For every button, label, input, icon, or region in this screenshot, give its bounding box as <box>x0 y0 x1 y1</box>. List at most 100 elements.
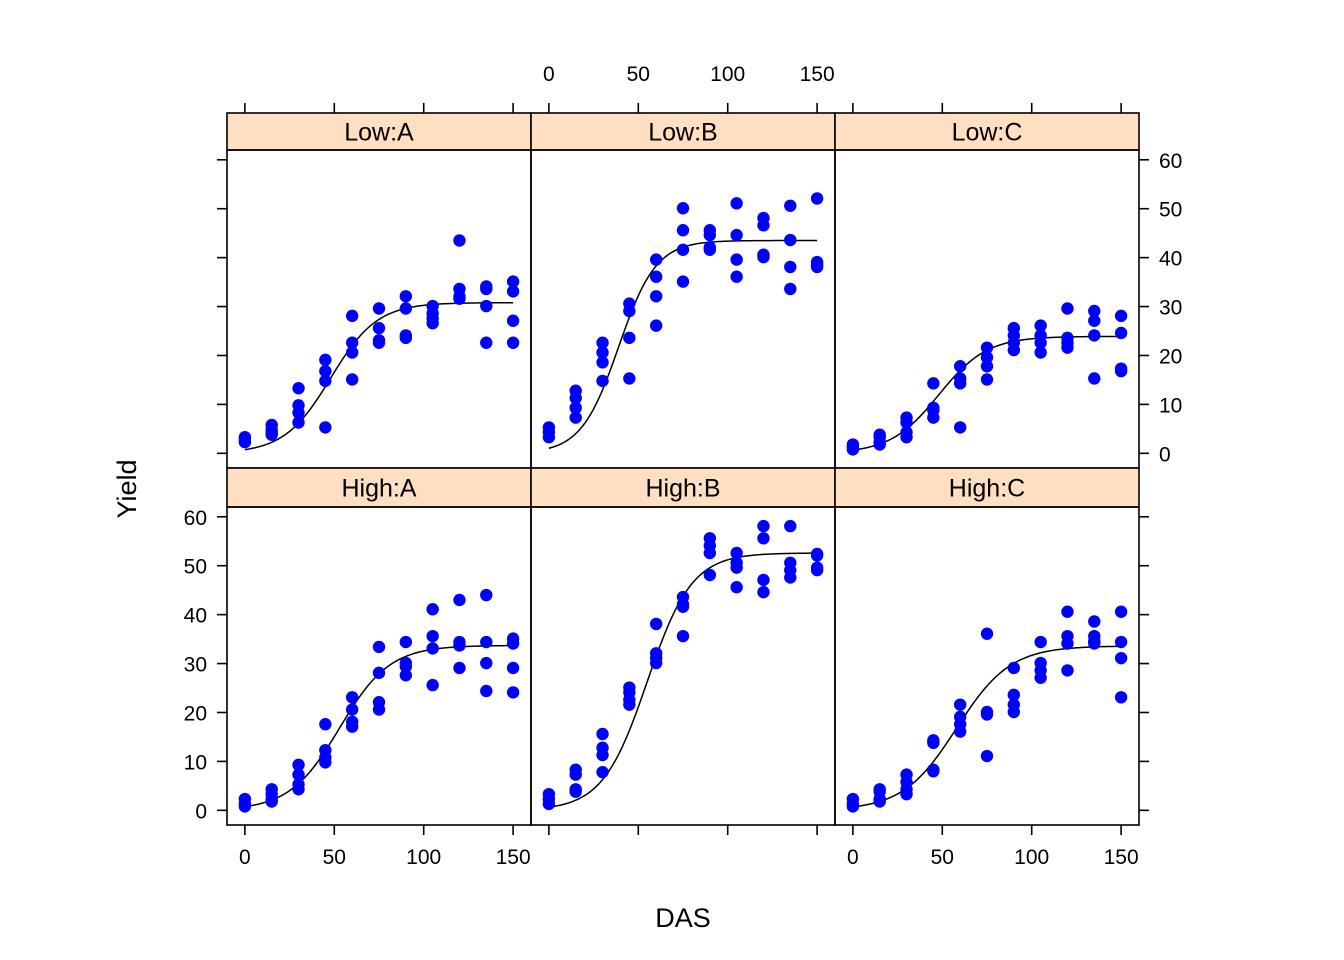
data-point <box>372 302 386 315</box>
data-point <box>730 228 743 242</box>
x-tick-label-bottom: 50 <box>931 846 954 869</box>
data-point <box>980 351 994 364</box>
data-point <box>319 374 332 388</box>
data-point <box>569 391 582 405</box>
data-point <box>265 426 278 439</box>
x-tick-label-top: 100 <box>710 63 745 86</box>
data-point <box>927 736 940 750</box>
data-point <box>1061 637 1074 650</box>
strip-background <box>834 112 1140 151</box>
data-point <box>506 336 520 349</box>
data-point <box>784 519 797 533</box>
data-point <box>810 260 824 274</box>
data-point <box>480 684 493 698</box>
data-point <box>757 219 770 232</box>
strip-background <box>226 112 532 151</box>
data-point <box>730 270 743 283</box>
data-point <box>1034 319 1047 332</box>
data-point <box>1061 302 1074 315</box>
data-point <box>1088 304 1101 318</box>
data-point <box>426 603 439 616</box>
data-point <box>1088 615 1101 628</box>
x-tick-label-bottom: 0 <box>239 846 251 869</box>
data-point <box>506 285 520 298</box>
data-point <box>980 708 994 721</box>
data-point <box>649 253 663 266</box>
data-point <box>676 275 690 288</box>
data-point <box>292 758 305 772</box>
data-point <box>238 800 252 813</box>
strip-background <box>834 467 1140 508</box>
fit-line <box>852 645 1122 808</box>
data-point <box>927 377 940 390</box>
data-point <box>569 401 582 415</box>
data-point <box>542 797 556 811</box>
data-point <box>980 749 994 763</box>
data-point <box>1088 329 1101 342</box>
data-point <box>569 411 582 424</box>
data-point <box>399 669 413 682</box>
data-point <box>453 234 466 247</box>
data-point <box>873 795 886 808</box>
data-point <box>596 765 609 779</box>
data-point <box>372 336 386 349</box>
panel-frame <box>834 506 1140 826</box>
data-point <box>846 443 860 456</box>
y-tick-label-left: 30 <box>184 654 207 677</box>
data-point <box>980 341 994 354</box>
data-point <box>900 430 913 444</box>
data-point <box>703 546 717 560</box>
data-point <box>1034 346 1047 359</box>
data-point <box>1007 343 1021 357</box>
data-point <box>319 364 332 378</box>
strip-background <box>226 467 532 508</box>
data-point <box>453 639 466 652</box>
data-point <box>676 243 690 256</box>
data-point <box>426 629 439 643</box>
data-point <box>676 629 690 643</box>
panel-high-a: High:A <box>226 467 532 826</box>
y-tick-label-right: 0 <box>1159 443 1171 466</box>
x-tick-label-bottom: 50 <box>323 846 346 869</box>
x-tick-label-bottom: 100 <box>406 846 441 869</box>
data-point <box>506 686 520 699</box>
data-point <box>703 243 717 256</box>
data-point <box>345 703 359 716</box>
data-point <box>345 309 359 323</box>
data-point <box>399 331 413 345</box>
data-point <box>292 382 305 395</box>
data-point <box>953 698 967 711</box>
y-tick-label-left: 10 <box>184 751 207 774</box>
panel-high-c: High:C <box>834 467 1140 826</box>
data-point <box>345 720 359 733</box>
y-tick-label-right: 50 <box>1159 199 1182 222</box>
y-tick-label-left: 50 <box>184 556 207 579</box>
data-point <box>980 360 994 373</box>
data-point <box>784 571 797 584</box>
data-point <box>542 430 556 444</box>
data-point <box>506 637 520 650</box>
data-point <box>757 250 770 264</box>
data-point <box>730 253 743 266</box>
panel-low-a: Low:A <box>226 112 532 469</box>
data-point <box>372 666 386 680</box>
data-point <box>649 319 663 332</box>
data-point <box>345 373 359 386</box>
data-point <box>569 785 582 798</box>
data-point <box>676 202 690 215</box>
x-axis-title: DAS <box>655 903 711 933</box>
data-point <box>480 336 493 349</box>
data-point <box>810 549 824 562</box>
data-point <box>596 748 609 762</box>
data-point <box>292 416 305 429</box>
data-point <box>1114 691 1128 704</box>
y-tick-label-right: 40 <box>1159 248 1182 271</box>
data-point <box>480 299 493 313</box>
y-tick-label-left: 20 <box>184 702 207 725</box>
data-point <box>1034 671 1047 684</box>
data-point <box>900 416 913 429</box>
data-point <box>480 635 493 649</box>
y-tick-label-right: 20 <box>1159 345 1182 368</box>
data-point <box>810 563 824 577</box>
